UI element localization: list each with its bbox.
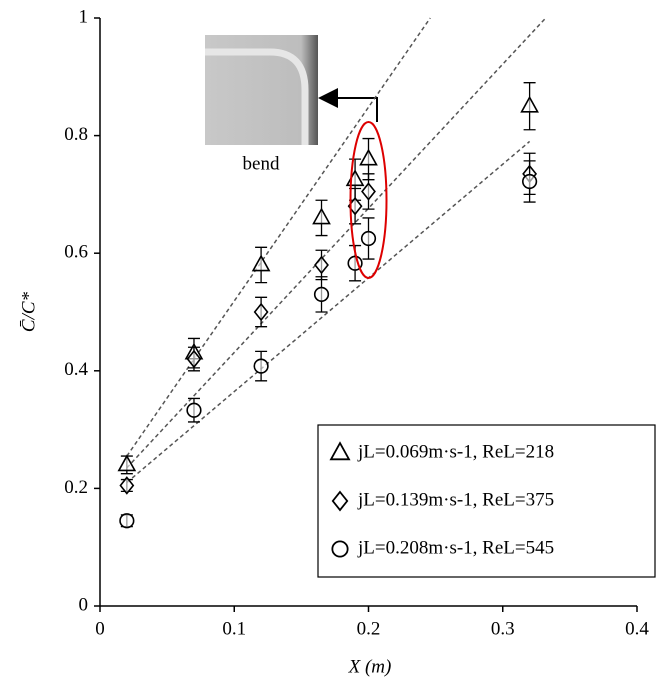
marker (186, 349, 202, 369)
y-tick-label: 0.2 (64, 477, 88, 498)
marker (251, 254, 271, 272)
marker (345, 169, 365, 187)
legend-marker (329, 441, 351, 461)
marker (361, 182, 376, 201)
x-axis-title: X (m) (348, 656, 392, 677)
marker (186, 402, 202, 418)
x-tick-label: 0.3 (491, 618, 515, 639)
marker (359, 148, 378, 166)
legend-marker (331, 490, 349, 512)
trend-line (126, 17, 547, 469)
x-tick-label: 0 (95, 618, 105, 639)
marker (119, 476, 135, 495)
annotation: bend (243, 153, 280, 174)
y-tick-label: 0.6 (64, 242, 88, 263)
trend-line (126, 17, 431, 457)
legend-box (317, 424, 656, 578)
y-tick-label: 0.4 (64, 359, 88, 380)
legend-label: jL=0.208m·s-1, ReL=545 (357, 537, 554, 558)
arrow (318, 88, 378, 122)
y-tick-label: 0.8 (64, 124, 88, 145)
marker (253, 302, 269, 322)
y-tick-label: 0 (79, 594, 89, 615)
highlight (349, 121, 388, 279)
marker (253, 358, 269, 374)
x-tick-label: 0.1 (222, 618, 246, 639)
x-tick-label: 0.4 (625, 618, 649, 639)
legend-label: jL=0.069m·s-1, ReL=218 (357, 441, 554, 462)
marker (119, 513, 135, 529)
marker (312, 207, 331, 225)
y-axis-title: C̄/C* (18, 291, 39, 332)
inset-bend (205, 48, 309, 145)
legend-marker (331, 540, 349, 558)
trend-line (126, 140, 531, 484)
y-tick-label: 1 (79, 6, 89, 27)
marker (117, 454, 137, 472)
marker (520, 95, 539, 113)
x-tick-label: 0.2 (357, 618, 381, 639)
legend-label: jL=0.139m·s-1, ReL=375 (357, 489, 554, 510)
marker (521, 173, 538, 190)
marker (360, 230, 377, 247)
marker (313, 286, 330, 302)
marker (314, 255, 329, 275)
